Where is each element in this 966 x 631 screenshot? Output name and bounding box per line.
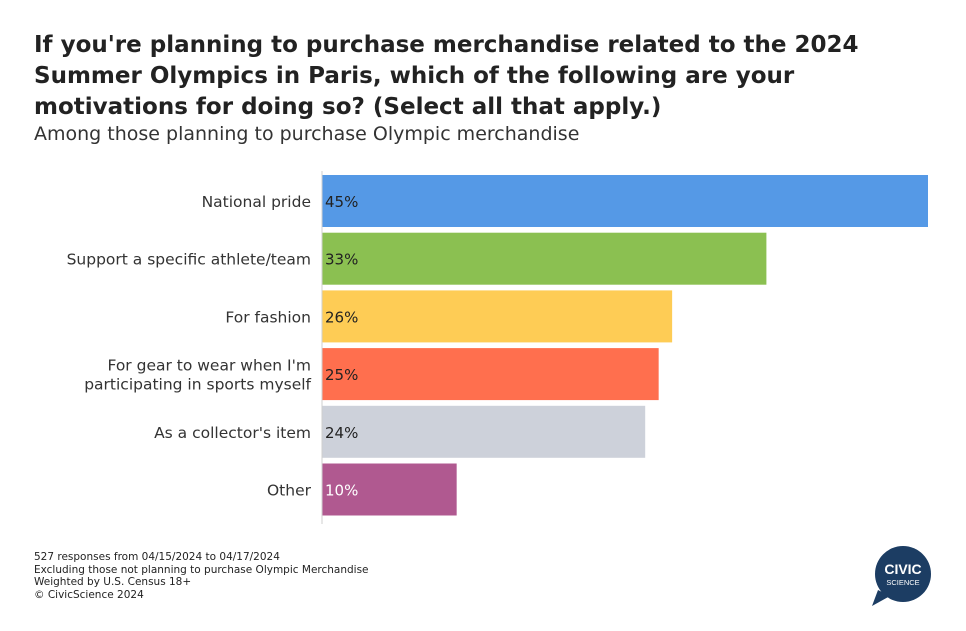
- category-label-5: Other: [267, 482, 312, 500]
- footer-copyright: © CivicScience 2024: [34, 588, 144, 601]
- footer-notes: 527 responses from 04/15/2024 to 04/17/2…: [34, 551, 369, 601]
- bar-3: [322, 348, 659, 401]
- category-label-3-line-1: participating in sports myself: [84, 376, 311, 394]
- category-label-0: National pride: [202, 193, 311, 211]
- logo-bubble: [875, 546, 931, 602]
- logo-text-science: SCIENCE: [886, 578, 919, 587]
- category-label-1: Support a specific athlete/team: [67, 251, 311, 269]
- chart-title: If you're planning to purchase merchandi…: [34, 32, 859, 120]
- bar-value-label-4: 24%: [325, 424, 358, 442]
- footer-weighting: Weighted by U.S. Census 18+: [34, 576, 192, 589]
- footer-responses: 527 responses from 04/15/2024 to 04/17/2…: [34, 551, 280, 563]
- bar-value-label-5: 10%: [325, 482, 358, 500]
- category-label-2: For fashion: [225, 308, 311, 326]
- category-label-4: As a collector's item: [154, 424, 311, 442]
- logo-bubble-tail: [872, 590, 890, 606]
- bar-2: [322, 290, 673, 343]
- bar-value-label-1: 33%: [325, 251, 358, 269]
- logo-text-civic: CIVIC: [884, 561, 921, 577]
- footer-exclusion: Excluding those not planning to purchase…: [34, 563, 369, 576]
- bar-5: [322, 463, 457, 516]
- bar-4: [322, 405, 646, 458]
- bar-value-label-2: 26%: [325, 308, 358, 326]
- civicscience-logo: CIVIC SCIENCE: [872, 546, 931, 606]
- bar-value-label-3: 25%: [325, 366, 358, 384]
- chart-subtitle: Among those planning to purchase Olympic…: [34, 123, 580, 145]
- bar-value-label-0: 45%: [325, 193, 358, 211]
- bar-1: [322, 232, 767, 285]
- category-label-3-line-0: For gear to wear when I'm: [107, 357, 311, 375]
- bar-0: [322, 175, 928, 227]
